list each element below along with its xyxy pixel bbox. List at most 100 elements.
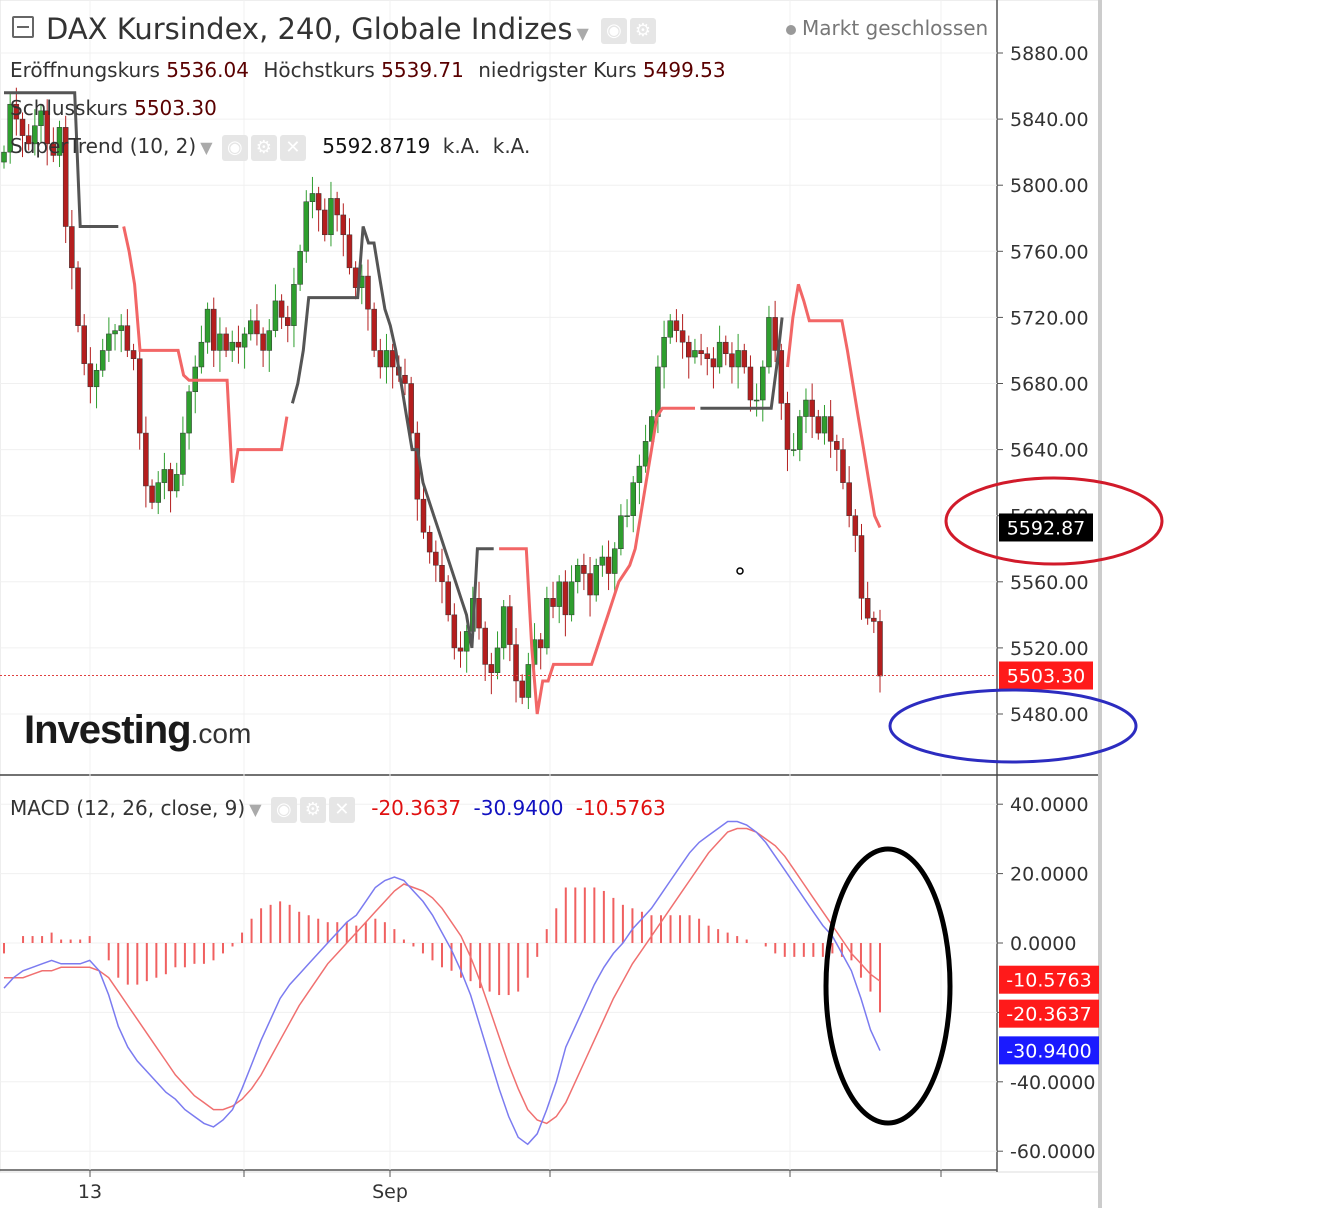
candle: [186, 391, 192, 434]
candle: [482, 627, 488, 665]
candle: [803, 399, 809, 417]
candle: [198, 341, 205, 368]
blue-oval-annotation: [888, 688, 1138, 764]
candle: [69, 226, 75, 269]
macd-line-value: -30.9400: [473, 796, 564, 820]
candle: [217, 333, 223, 351]
candle: [766, 317, 772, 368]
supertrend-line: [786, 283, 882, 529]
candle: [525, 664, 532, 698]
candle: [716, 341, 723, 368]
candle: [50, 143, 57, 156]
eye-icon[interactable]: ◉: [270, 796, 297, 823]
candle: [87, 363, 94, 388]
candle: [790, 449, 797, 451]
price-label-box: [999, 513, 1093, 542]
candle: [266, 330, 273, 351]
candle: [13, 103, 20, 120]
candle: [723, 341, 729, 355]
macd-label-box: [999, 1036, 1099, 1065]
candle: [260, 333, 266, 351]
gear-icon[interactable]: ⚙: [629, 18, 656, 44]
candle: [710, 358, 717, 368]
price-label-box: [999, 661, 1093, 690]
macd-pane[interactable]: [3, 820, 881, 1146]
candle: [821, 416, 828, 434]
supertrend-legend[interactable]: SuperTrend (10, 2) ▼ ◉ ⚙ ✕ 5592.8719 k.A. k…: [10, 134, 530, 161]
price-pane[interactable]: [0, 87, 997, 715]
candle: [291, 284, 297, 326]
candle: [32, 125, 38, 145]
chart-title[interactable]: DAX Kursindex, 240, Globale Indizes ▼ ◉ ⚙: [46, 12, 656, 46]
macd-value-label: -30.9400: [1006, 1040, 1091, 1062]
high-value: 5539.71: [381, 58, 464, 82]
supertrend-label: SuperTrend (10, 2): [10, 134, 197, 158]
candle: [272, 300, 279, 331]
candle: [81, 325, 87, 364]
eye-icon[interactable]: ◉: [600, 18, 627, 44]
candle: [827, 416, 834, 442]
square-minus-icon[interactable]: [12, 16, 34, 38]
candle: [426, 531, 433, 553]
macd-tick-label: -60.0000: [1010, 1141, 1095, 1163]
candle: [229, 341, 236, 351]
candle: [507, 606, 513, 645]
gear-icon[interactable]: ⚙: [250, 134, 277, 161]
candle: [309, 193, 316, 202]
chart-title-text: DAX Kursindex, 240, Globale Indizes: [46, 12, 573, 46]
open-value: 5536.04: [166, 58, 249, 82]
candle: [630, 482, 636, 516]
price-tick-label: 5520.00: [1010, 638, 1089, 660]
chevron-down-icon[interactable]: ▼: [200, 138, 213, 157]
macd-legend[interactable]: MACD (12, 26, close, 9) ▼ ◉ ⚙ ✕ -20.3637 -3…: [10, 796, 666, 823]
candle: [519, 680, 525, 698]
candle: [38, 110, 44, 126]
candle: [686, 341, 692, 358]
gear-icon[interactable]: ⚙: [299, 796, 326, 823]
candle: [463, 631, 470, 652]
logo-suffix: .com: [190, 718, 252, 749]
candle: [334, 198, 340, 216]
candle: [667, 320, 674, 338]
eye-icon[interactable]: ◉: [221, 134, 248, 161]
candle: [605, 556, 612, 574]
candle: [433, 551, 439, 566]
candle: [136, 358, 143, 434]
candle: [241, 333, 248, 348]
candle: [778, 350, 785, 404]
macd-tick-label: 40.0000: [1010, 794, 1089, 816]
close-label: Schlusskurs: [10, 96, 128, 120]
candle: [457, 647, 464, 652]
candle: [729, 353, 735, 368]
candle: [445, 581, 451, 616]
macd-line: [3, 820, 881, 1146]
low-value: 5499.53: [642, 58, 726, 82]
candle: [408, 383, 414, 434]
high-label: Höchstkurs: [263, 58, 375, 82]
candle: [513, 644, 519, 682]
grid: [0, 0, 1102, 1208]
candle: [537, 639, 544, 649]
candle: [587, 573, 593, 596]
close-icon[interactable]: ✕: [279, 134, 306, 161]
candle: [143, 432, 149, 487]
candle: [574, 565, 581, 583]
candle: [377, 350, 384, 368]
candle: [834, 441, 840, 450]
chevron-down-icon[interactable]: ▼: [249, 800, 262, 819]
candle: [248, 320, 254, 335]
close-icon[interactable]: ✕: [328, 796, 355, 823]
price-tick-label: 5480.00: [1010, 704, 1089, 726]
candle: [772, 317, 778, 351]
candle: [7, 103, 13, 153]
candle: [852, 515, 859, 536]
macd-value-label: -10.5763: [1006, 970, 1091, 992]
candle: [93, 370, 100, 388]
candle: [278, 300, 285, 318]
candle: [568, 581, 575, 616]
candle: [402, 374, 408, 384]
candle: [618, 515, 624, 550]
chevron-down-icon[interactable]: ▼: [576, 24, 589, 43]
candle: [698, 350, 704, 355]
